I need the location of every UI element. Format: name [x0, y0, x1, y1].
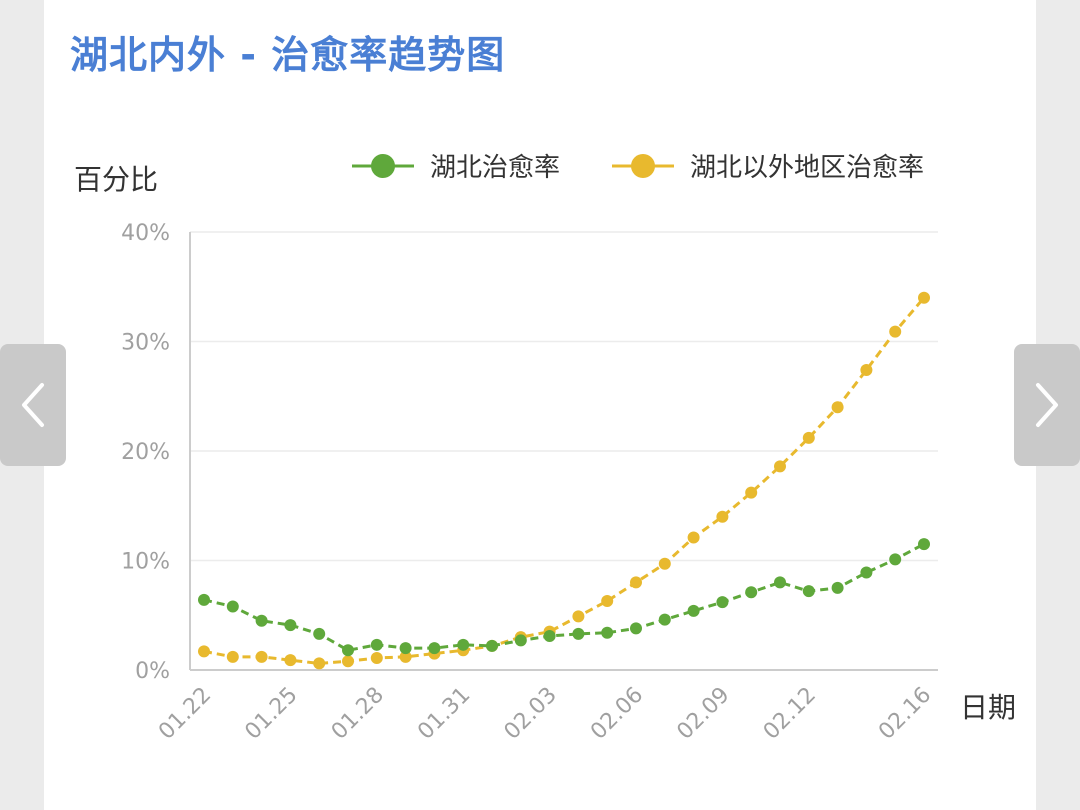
x-tick-label: 02.06	[586, 683, 648, 745]
data-point	[226, 650, 239, 663]
data-point	[198, 645, 210, 658]
data-point	[399, 642, 412, 655]
legend-label: 湖北以外地区治愈率	[690, 153, 924, 183]
x-tick-label: 01.22	[154, 683, 216, 745]
data-point	[630, 622, 642, 635]
data-point	[889, 325, 902, 338]
data-point	[745, 586, 758, 599]
data-point	[601, 595, 614, 608]
data-point	[457, 638, 470, 651]
data-point	[514, 634, 527, 647]
data-point	[802, 585, 815, 598]
data-point	[313, 627, 326, 640]
y-tick-label: 0%	[135, 659, 170, 684]
data-point	[198, 593, 210, 606]
data-point	[831, 581, 844, 594]
x-tick-label: 01.28	[327, 683, 389, 745]
data-point	[399, 650, 412, 663]
data-point	[774, 576, 786, 589]
data-point	[831, 401, 844, 414]
data-point	[860, 363, 873, 376]
data-point	[313, 657, 326, 670]
data-point	[255, 650, 268, 663]
y-tick-label: 40%	[121, 221, 170, 246]
data-point	[255, 614, 268, 627]
data-point	[918, 538, 930, 551]
data-point	[428, 642, 441, 655]
data-point	[370, 651, 383, 664]
previous-button[interactable]	[0, 344, 66, 466]
series-line-2	[203, 296, 926, 665]
chart-card	[44, 0, 1036, 810]
data-point	[860, 566, 873, 579]
data-point	[658, 613, 671, 626]
data-point	[716, 596, 729, 609]
y-tick-label: 20%	[121, 440, 170, 465]
chart-title: 湖北内外 - 治愈率趋势图	[70, 33, 506, 77]
data-point	[226, 600, 239, 613]
data-point	[284, 619, 297, 632]
chevron-right-icon	[1036, 383, 1058, 427]
y-tick-label: 10%	[121, 550, 170, 575]
y-axis-label: 百分比	[74, 163, 159, 196]
data-point	[774, 460, 786, 473]
data-point	[284, 654, 297, 667]
legend-marker	[371, 154, 395, 178]
data-point	[745, 486, 758, 499]
x-tick-label: 02.12	[759, 683, 821, 745]
data-point	[687, 604, 700, 617]
x-tick-label: 02.16	[874, 683, 936, 745]
series-line-1	[203, 542, 925, 652]
x-tick-label: 02.03	[500, 683, 562, 745]
data-point	[601, 626, 614, 639]
data-point	[572, 610, 585, 623]
next-button[interactable]	[1014, 344, 1080, 466]
data-point	[486, 639, 498, 652]
data-point	[370, 638, 383, 651]
data-point	[572, 627, 585, 640]
chevron-left-icon	[22, 383, 44, 427]
x-tick-label: 01.31	[413, 683, 475, 745]
legend-marker	[631, 154, 655, 178]
legend-label: 湖北治愈率	[430, 153, 560, 183]
x-tick-label: 02.09	[672, 683, 734, 745]
data-point	[342, 655, 354, 668]
data-point	[716, 510, 729, 523]
data-point	[918, 291, 930, 304]
y-tick-label: 30%	[121, 331, 170, 356]
x-tick-label: 01.25	[240, 683, 302, 745]
data-point	[342, 644, 354, 657]
data-point	[630, 576, 642, 589]
data-point	[543, 630, 556, 643]
data-point	[889, 553, 902, 566]
data-point	[658, 557, 671, 570]
data-point	[687, 531, 700, 544]
data-point	[802, 431, 815, 444]
x-axis-label: 日期	[960, 691, 1017, 724]
